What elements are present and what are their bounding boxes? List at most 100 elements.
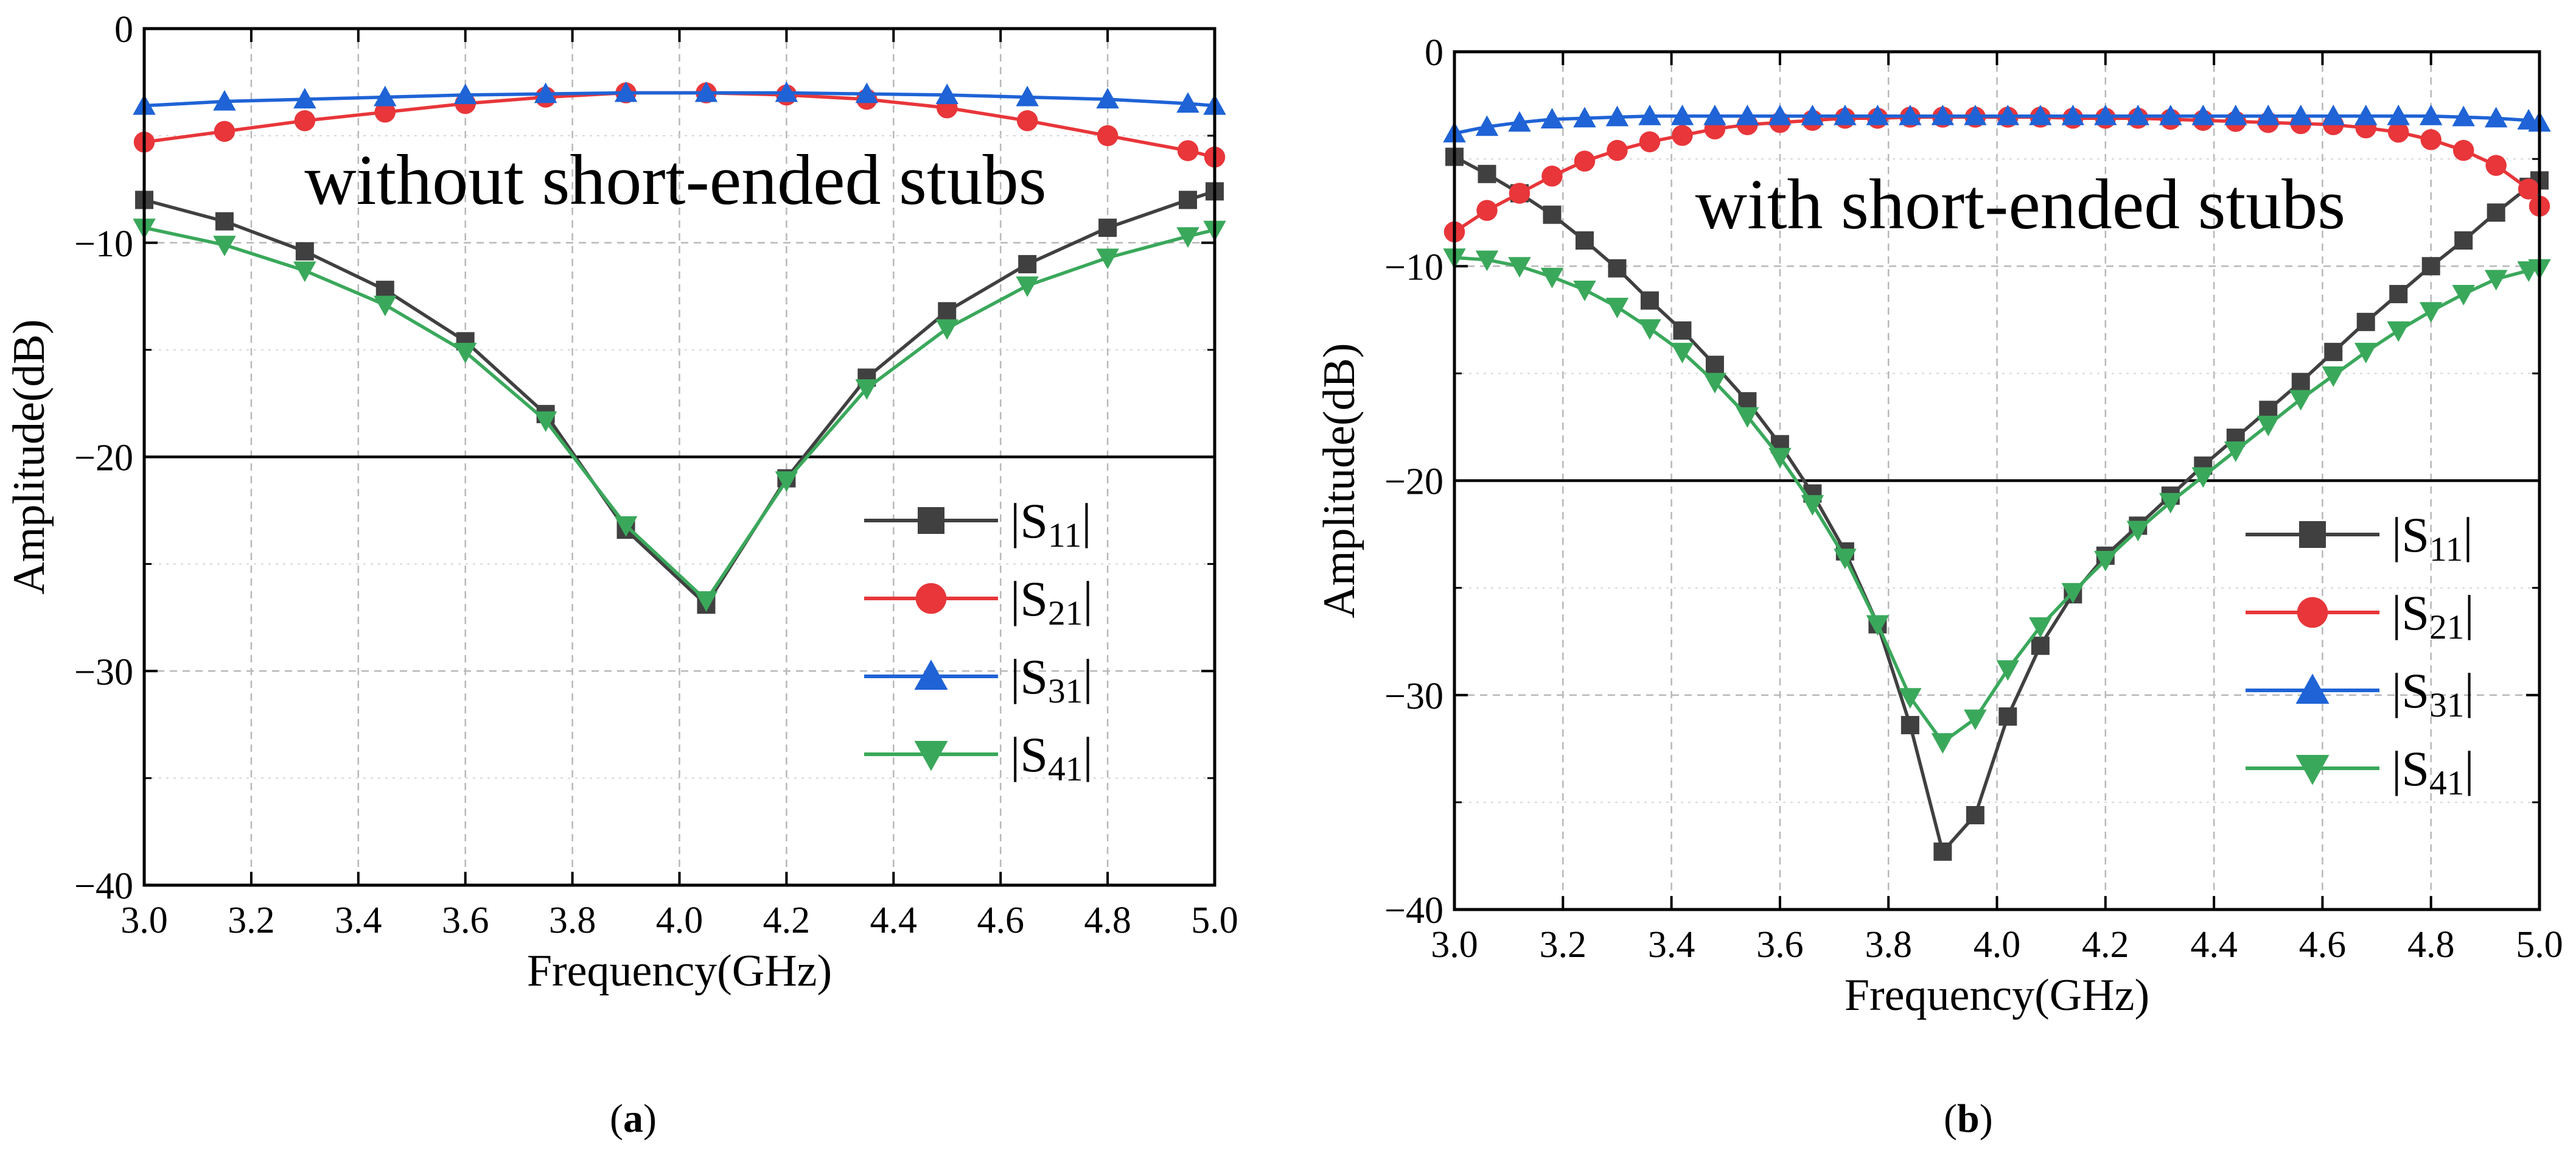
legend-swatch-marker [2299, 521, 2326, 548]
x-tick-label: 4.0 [1974, 924, 2021, 966]
plot-frame [1453, 50, 2541, 911]
data-point [1736, 104, 1759, 125]
data-point [1899, 104, 1922, 125]
data-point [1096, 88, 1119, 109]
x-tick-label: 4.4 [2190, 924, 2238, 966]
data-point [2354, 343, 2378, 363]
data-point [1996, 104, 2020, 125]
data-point [2191, 104, 2215, 125]
data-point [1508, 257, 1531, 278]
x-tick-label: 3.2 [228, 900, 275, 941]
data-point [1670, 343, 1694, 363]
data-point [1098, 219, 1117, 237]
x-tick-label: 3.0 [120, 900, 168, 941]
data-point [2291, 373, 2310, 391]
data-point [1931, 733, 1955, 754]
x-tick-label: 3.4 [1648, 924, 1695, 966]
data-point [2029, 617, 2052, 638]
x-tick-label: 3.6 [442, 900, 489, 941]
data-point [2031, 636, 2050, 655]
data-point [1670, 104, 1694, 125]
data-point [1638, 319, 1661, 340]
data-point [1605, 105, 1629, 127]
data-point [1475, 115, 1499, 136]
data-point [2387, 104, 2410, 125]
x-tick-label: 4.6 [977, 900, 1024, 941]
legend-swatch-marker [2295, 755, 2330, 785]
legend-swatch-marker [914, 659, 948, 690]
data-point [855, 379, 879, 400]
data-point [855, 82, 879, 103]
data-point [2485, 155, 2507, 176]
data-point [1768, 104, 1792, 125]
data-point [2094, 104, 2117, 125]
x-tick-label: 4.6 [2299, 924, 2347, 966]
data-point [1018, 254, 1037, 273]
data-point [1966, 806, 1984, 825]
x-tick-label: 4.2 [2082, 924, 2129, 966]
chart-annotation: with short-ended stubs [1695, 164, 2345, 244]
data-point [2191, 467, 2215, 488]
data-point [1016, 85, 1039, 107]
data-point [1177, 140, 1199, 161]
data-point [2518, 178, 2539, 200]
data-point [1899, 688, 1922, 709]
data-point [1097, 125, 1119, 147]
data-point [2322, 104, 2345, 125]
data-point [1575, 231, 1594, 250]
series-s31 [133, 81, 1226, 115]
x-tick-label: 3.6 [1756, 924, 1804, 966]
y-tick-label: −10 [1384, 247, 1443, 288]
data-point [2159, 493, 2182, 514]
data-point [2454, 231, 2473, 250]
plot-frame [142, 27, 1216, 887]
panel-letter-a: a [623, 1096, 643, 1141]
data-point [2224, 441, 2247, 462]
data-point [1574, 150, 1596, 172]
data-point [295, 242, 314, 261]
legend-label: |S11| [2392, 507, 2473, 569]
data-point [1736, 407, 1759, 428]
data-point [453, 343, 477, 363]
y-tick-label: −30 [74, 651, 133, 693]
data-point [2356, 312, 2375, 331]
data-point [1639, 131, 1661, 153]
data-point [1540, 267, 1564, 289]
chart-panel-a: 3.0 3.2 3.4 3.6 3.8 4.0 4.2 4.4 4.6 4.8 5.0 0 −10 −20… [4, 9, 1238, 996]
data-point [935, 83, 958, 105]
data-point [1673, 321, 1692, 340]
data-point [213, 236, 236, 257]
data-point [1179, 191, 1198, 209]
data-point [1996, 660, 2020, 681]
data-point [1605, 298, 1629, 318]
data-point [1801, 104, 1824, 125]
series-s41 [133, 219, 1226, 612]
data-point [694, 81, 718, 102]
data-point [1933, 842, 1952, 861]
y-tick-label: 0 [1425, 32, 1443, 74]
data-point [1703, 373, 1726, 394]
data-point [1703, 104, 1726, 125]
data-point [2452, 285, 2475, 306]
x-tick-label: 5.0 [2516, 924, 2563, 966]
data-point [1573, 107, 1596, 128]
series-s41 [1443, 248, 2551, 754]
data-point [1508, 111, 1531, 132]
legend-swatch-marker [2297, 597, 2328, 628]
data-point [1476, 200, 1498, 221]
data-point [2257, 104, 2280, 125]
x-tick-label: 4.4 [870, 900, 918, 941]
data-point [1638, 104, 1661, 125]
data-point [2389, 285, 2408, 304]
panel-letter-b: b [1956, 1096, 1980, 1141]
data-point [935, 319, 958, 340]
legend-label: |S21| [1010, 571, 1093, 633]
data-point [2061, 104, 2085, 125]
data-point [1964, 709, 1987, 731]
data-point [2029, 104, 2052, 125]
data-point [1176, 92, 1199, 113]
data-point [2420, 129, 2442, 150]
data-point [1607, 139, 1628, 161]
data-point [2126, 104, 2150, 125]
